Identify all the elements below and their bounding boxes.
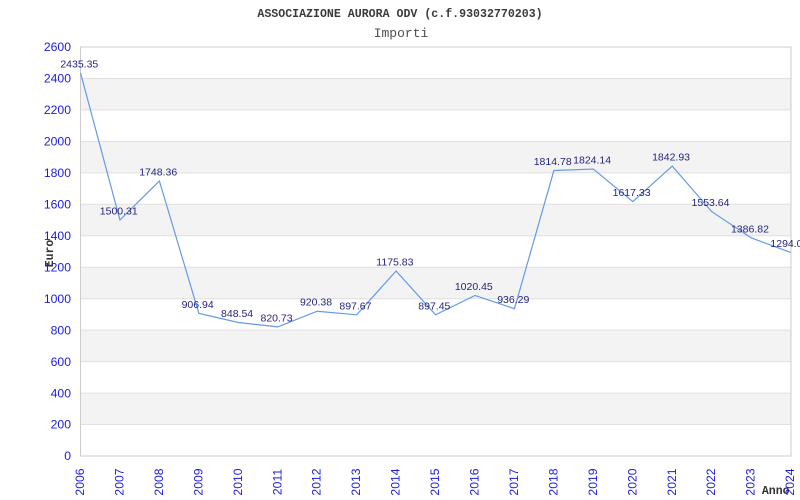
svg-text:1814.78: 1814.78	[534, 156, 572, 168]
svg-text:2016: 2016	[468, 468, 482, 495]
svg-text:906.94: 906.94	[182, 299, 214, 311]
svg-text:897.45: 897.45	[418, 300, 450, 312]
svg-text:2013: 2013	[349, 468, 363, 495]
svg-text:1800: 1800	[44, 166, 71, 180]
svg-text:600: 600	[51, 355, 72, 369]
svg-text:800: 800	[51, 323, 72, 337]
svg-text:200: 200	[51, 418, 72, 432]
svg-text:2014: 2014	[389, 468, 403, 495]
svg-text:897.67: 897.67	[339, 300, 371, 312]
svg-text:2435.35: 2435.35	[60, 58, 98, 70]
svg-text:2400: 2400	[44, 72, 71, 86]
svg-text:2020: 2020	[625, 468, 639, 495]
svg-text:2023: 2023	[744, 468, 758, 495]
svg-text:936.29: 936.29	[497, 294, 529, 306]
svg-text:Anno: Anno	[762, 485, 790, 498]
svg-text:920.38: 920.38	[300, 297, 332, 309]
svg-text:1500.31: 1500.31	[100, 205, 138, 217]
svg-text:1386.82: 1386.82	[731, 223, 769, 235]
svg-text:400: 400	[51, 386, 72, 400]
svg-text:1000: 1000	[44, 292, 71, 306]
svg-text:2021: 2021	[665, 468, 679, 495]
svg-text:2010: 2010	[231, 468, 245, 495]
svg-text:0: 0	[64, 449, 71, 463]
svg-text:1617.33: 1617.33	[613, 187, 651, 199]
svg-text:2006: 2006	[73, 468, 87, 495]
svg-text:Importi: Importi	[374, 26, 429, 41]
svg-text:2017: 2017	[507, 468, 521, 495]
svg-text:1294.07: 1294.07	[770, 238, 800, 250]
svg-text:820.73: 820.73	[260, 312, 292, 324]
svg-text:2009: 2009	[191, 468, 205, 495]
svg-text:2008: 2008	[152, 468, 166, 495]
svg-text:2200: 2200	[44, 103, 71, 117]
svg-text:1400: 1400	[44, 229, 71, 243]
svg-text:2022: 2022	[704, 468, 718, 495]
svg-text:2019: 2019	[586, 468, 600, 495]
svg-text:1020.45: 1020.45	[455, 281, 493, 293]
svg-text:2007: 2007	[112, 468, 126, 495]
svg-text:Euro: Euro	[44, 240, 57, 268]
svg-text:1553.64: 1553.64	[692, 197, 730, 209]
svg-text:2015: 2015	[428, 468, 442, 495]
svg-text:2000: 2000	[44, 135, 71, 149]
svg-text:ASSOCIAZIONE AURORA ODV (c.f.9: ASSOCIAZIONE AURORA ODV (c.f.93032770203…	[257, 8, 542, 21]
svg-text:2600: 2600	[44, 40, 71, 54]
svg-text:2024: 2024	[783, 468, 797, 495]
svg-text:2018: 2018	[546, 468, 560, 495]
svg-text:1200: 1200	[44, 260, 71, 274]
svg-text:2011: 2011	[270, 469, 284, 495]
svg-text:2012: 2012	[310, 468, 324, 495]
svg-text:1842.93: 1842.93	[652, 152, 690, 164]
svg-text:1600: 1600	[44, 198, 71, 212]
svg-text:1748.36: 1748.36	[139, 166, 177, 178]
svg-text:848.54: 848.54	[221, 308, 253, 320]
svg-text:1175.83: 1175.83	[376, 257, 413, 269]
svg-text:1824.14: 1824.14	[573, 155, 611, 167]
